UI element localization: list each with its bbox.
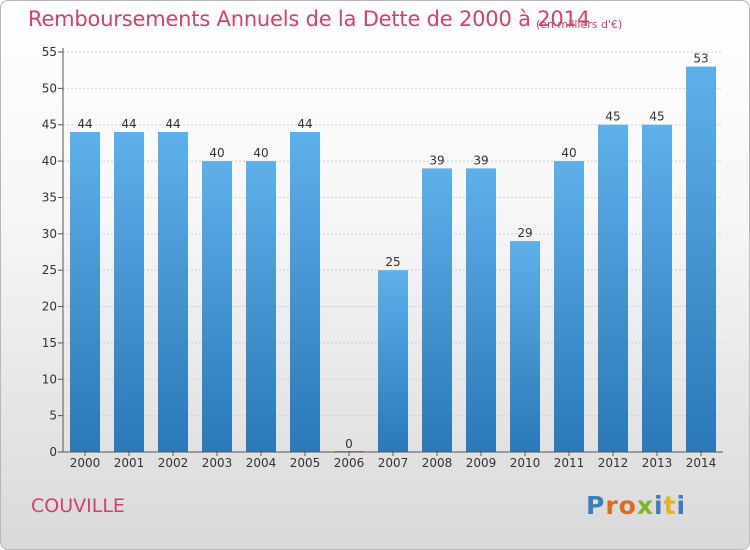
data-label: 0 — [345, 437, 353, 451]
data-label: 53 — [693, 52, 708, 66]
x-tick-label: 2007 — [378, 456, 409, 470]
unit-label: (en milliers d'€) — [536, 18, 623, 31]
bar — [642, 124, 672, 453]
logo-letter: i — [676, 491, 687, 520]
logo-letter: P — [586, 491, 606, 520]
proxiti-logo: Proxiti — [586, 491, 686, 520]
logo-letter: o — [618, 491, 637, 520]
x-tick-label: 2003 — [202, 456, 233, 470]
bar — [686, 66, 716, 452]
x-tick-label: 2014 — [686, 456, 717, 470]
y-tick-label: 25 — [42, 263, 57, 277]
x-tick-label: 2000 — [70, 456, 101, 470]
logo-letter: x — [636, 491, 654, 520]
y-tick-labels: 0 5 10 15 20 25 30 35 40 45 50 55 — [42, 45, 57, 459]
y-tick-label: 20 — [42, 300, 57, 314]
y-tick-label: 30 — [42, 227, 57, 241]
x-tick-label: 2002 — [158, 456, 189, 470]
bar — [510, 241, 540, 452]
y-tick-label: 45 — [42, 118, 57, 132]
y-tick-label: 35 — [42, 190, 57, 204]
bar — [290, 132, 320, 452]
data-label: 39 — [429, 153, 444, 167]
x-tick-label: 2004 — [246, 456, 277, 470]
logo-letter: i — [654, 491, 664, 520]
bar — [466, 168, 496, 452]
bar — [70, 132, 100, 452]
data-label: 44 — [77, 117, 92, 131]
y-tick-label: 40 — [42, 154, 57, 168]
x-tick-labels: 2000 2001 2002 2003 2004 2005 2006 2007 2008 2009… — [70, 456, 717, 470]
town-name: COUVILLE — [31, 495, 125, 517]
data-label: 39 — [473, 153, 488, 167]
bar — [554, 161, 584, 452]
data-label: 44 — [297, 117, 312, 131]
bar — [598, 124, 628, 453]
y-tick-label: 5 — [49, 409, 57, 423]
x-tick-label: 2006 — [334, 456, 365, 470]
bar — [246, 161, 276, 452]
data-label: 29 — [517, 226, 532, 240]
x-tick-label: 2012 — [598, 456, 629, 470]
x-tick-label: 2013 — [642, 456, 673, 470]
data-label: 40 — [253, 146, 268, 160]
logo-letter: t — [663, 491, 677, 520]
data-label: 40 — [561, 146, 576, 160]
bars — [70, 66, 716, 453]
chart-title: Remboursements Annuels de la Dette de 20… — [28, 7, 590, 31]
y-tick-label: 0 — [49, 445, 57, 459]
bar — [114, 132, 144, 452]
logo-letter: r — [605, 491, 619, 520]
x-tick-label: 2001 — [114, 456, 145, 470]
x-tick-label: 2011 — [554, 456, 585, 470]
x-tick-label: 2008 — [422, 456, 453, 470]
x-tick-label: 2005 — [290, 456, 321, 470]
y-tick-label: 10 — [42, 372, 57, 386]
data-label: 45 — [649, 110, 664, 124]
data-label: 45 — [605, 110, 620, 124]
bar — [378, 270, 408, 452]
x-tick-label: 2009 — [466, 456, 497, 470]
bar — [202, 161, 232, 452]
data-label: 44 — [121, 117, 136, 131]
bar — [422, 168, 452, 452]
x-tick-label: 2010 — [510, 456, 541, 470]
y-tick-label: 55 — [42, 45, 57, 59]
axes — [58, 48, 723, 456]
data-label: 25 — [385, 255, 400, 269]
y-tick-label: 50 — [42, 81, 57, 95]
y-tick-label: 15 — [42, 336, 57, 350]
data-label: 40 — [209, 146, 224, 160]
bar — [158, 132, 188, 452]
data-label: 44 — [165, 117, 180, 131]
data-labels: 44 44 44 40 40 44 0 25 39 39 29 40 45 45 53 — [77, 52, 708, 451]
